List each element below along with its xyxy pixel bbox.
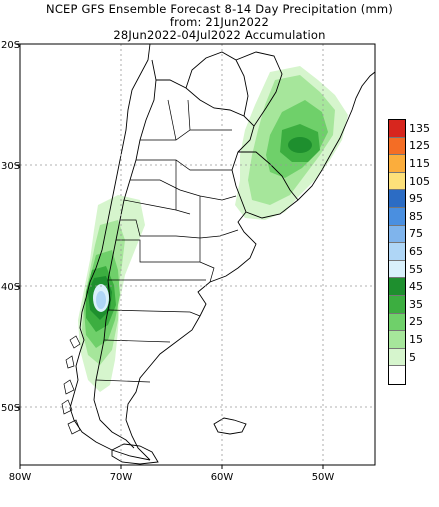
tierra-del-fuego	[111, 443, 159, 465]
legend-swatch	[389, 172, 405, 191]
legend-label: 35	[409, 297, 423, 311]
legend-label: 5	[409, 350, 416, 364]
province-lines	[95, 99, 239, 383]
lon-label-80w: 80W	[9, 472, 32, 483]
lon-label-50w: 50W	[312, 472, 335, 483]
legend-swatch	[389, 243, 405, 261]
legend-label: 125	[409, 139, 430, 153]
legend-label: 105	[409, 174, 430, 188]
legend-label: 95	[409, 192, 423, 206]
legend-swatch	[389, 348, 405, 367]
uruguay-border	[238, 151, 299, 201]
legend-label: 115	[409, 157, 430, 170]
legend-label: 65	[409, 245, 423, 258]
title-line-1: NCEP GFS Ensemble Forecast 8-14 Day Prec…	[46, 2, 393, 16]
legend-label: 25	[409, 315, 423, 329]
legend-swatch	[389, 155, 405, 173]
legend-swatch	[389, 137, 405, 156]
lat-label-20s: 20S	[1, 40, 20, 51]
paraguay-bolivia-border	[185, 51, 249, 117]
legend-label: 15	[409, 333, 423, 346]
lat-label-30s: 30S	[1, 161, 20, 172]
map-frame	[19, 43, 376, 466]
precip-65mm-core	[96, 291, 106, 309]
chile-islands	[61, 335, 81, 435]
legend-label: 55	[409, 262, 423, 276]
lon-label-60w: 60W	[211, 472, 234, 483]
west-coastline	[69, 44, 151, 461]
title-line-2: from: 21Jun2022	[169, 15, 270, 29]
legend-swatch	[389, 295, 405, 314]
graticule	[20, 44, 375, 465]
legend-swatch	[389, 331, 405, 349]
legend-swatch	[389, 120, 405, 138]
map-content	[20, 44, 375, 465]
legend-label: 75	[409, 227, 423, 241]
legend-swatch	[389, 225, 405, 244]
legend-swatch	[389, 366, 405, 384]
lat-label-40s: 40S	[1, 282, 20, 293]
precip-45mm-east	[288, 137, 312, 153]
legend-swatch	[389, 313, 405, 332]
title-line-3: 28Jun2022-04Jul2022 Accumulation	[113, 28, 326, 42]
legend-label: 45	[409, 280, 423, 294]
lon-label-70w: 70W	[110, 472, 133, 483]
legend-label: 85	[409, 209, 423, 223]
legend-swatch	[389, 207, 405, 226]
falkland-islands	[213, 417, 247, 435]
chile-argentina-border	[93, 59, 157, 449]
east-coastline-argentina	[125, 211, 257, 461]
legend-label: 135	[409, 121, 430, 135]
east-coastline-brazil	[245, 71, 375, 219]
axis-ticks	[16, 43, 324, 469]
precip-shading	[78, 66, 348, 392]
brazil-paraguay-border	[235, 51, 283, 127]
map-boundaries	[61, 44, 375, 465]
legend-swatch	[389, 260, 405, 279]
lat-label-50s: 50S	[1, 403, 20, 414]
legend-swatch	[389, 278, 405, 296]
legend-swatch	[389, 190, 405, 208]
color-legend	[388, 119, 406, 385]
